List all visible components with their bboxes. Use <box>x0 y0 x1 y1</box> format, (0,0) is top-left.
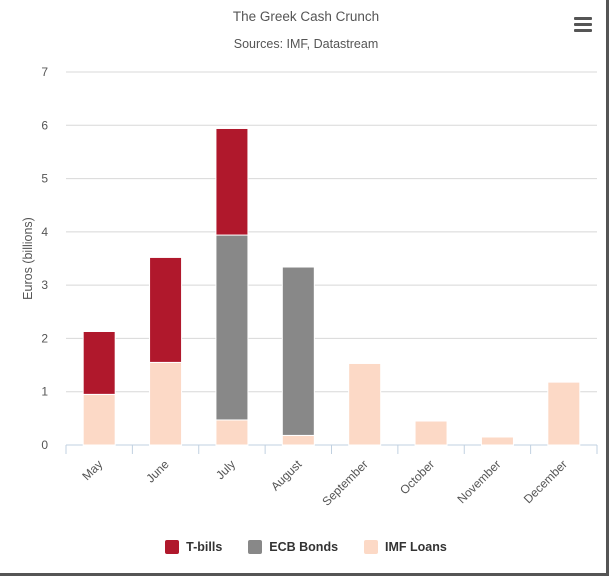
x-tick-label: September <box>319 457 370 508</box>
y-tick-label: 3 <box>41 278 48 292</box>
bar-imf-loans <box>414 420 448 446</box>
x-tick-label: June <box>143 457 172 486</box>
y-tick-label: 6 <box>41 118 48 132</box>
y-axis-title: Euros (billions) <box>21 217 35 300</box>
bar-imf-loans <box>82 393 116 446</box>
x-tick-label: July <box>213 457 238 482</box>
y-tick-label: 2 <box>41 331 48 345</box>
legend-label-imf-loans: IMF Loans <box>385 540 447 554</box>
chart-subtitle: Sources: IMF, Datastream <box>233 37 379 51</box>
y-tick-label: 1 <box>41 385 48 399</box>
legend-label-ecb-bonds: ECB Bonds <box>269 540 339 554</box>
chart-plot: 0 1 2 3 4 5 6 7 Euros (billions) May June July Augus… <box>21 65 598 509</box>
bar-imf-loans <box>281 434 315 446</box>
bar-ecb-bonds <box>215 234 249 421</box>
bar-imf-loans <box>348 362 382 446</box>
bar-ecb-bonds <box>281 266 315 436</box>
bar-imf-loans <box>149 361 183 446</box>
x-tick-label: August <box>268 457 305 494</box>
y-tick-label: 4 <box>41 225 48 239</box>
x-tick-label: November <box>455 457 504 506</box>
y-tick-label: 0 <box>41 438 48 452</box>
chart-title: The Greek Cash Crunch <box>232 9 380 24</box>
bar-imf-loans <box>547 381 581 446</box>
bar-t-bills <box>215 127 249 236</box>
legend-item-ecb-bonds[interactable]: ECB Bonds <box>248 540 338 554</box>
y-tick-label: 7 <box>41 65 48 79</box>
bar-imf-loans <box>480 436 514 446</box>
legend-swatch-ecb-bonds <box>248 540 263 554</box>
x-tick-label: October <box>397 457 437 497</box>
bar-t-bills <box>149 256 183 363</box>
y-tick-label: 5 <box>41 172 48 186</box>
legend-label-t-bills: T-bills <box>186 540 223 554</box>
legend-item-t-bills[interactable]: T-bills <box>165 540 222 554</box>
chart-legend: T-bills ECB Bonds IMF Loans <box>0 540 612 554</box>
bar-t-bills <box>82 331 116 395</box>
bar-imf-loans <box>215 419 249 446</box>
legend-swatch-t-bills <box>165 540 180 554</box>
x-tick-label: May <box>79 457 105 483</box>
legend-item-imf-loans[interactable]: IMF Loans <box>364 540 447 554</box>
x-tick-label: December <box>521 457 570 506</box>
hamburger-menu-icon[interactable] <box>572 14 594 34</box>
legend-swatch-imf-loans <box>364 540 379 554</box>
